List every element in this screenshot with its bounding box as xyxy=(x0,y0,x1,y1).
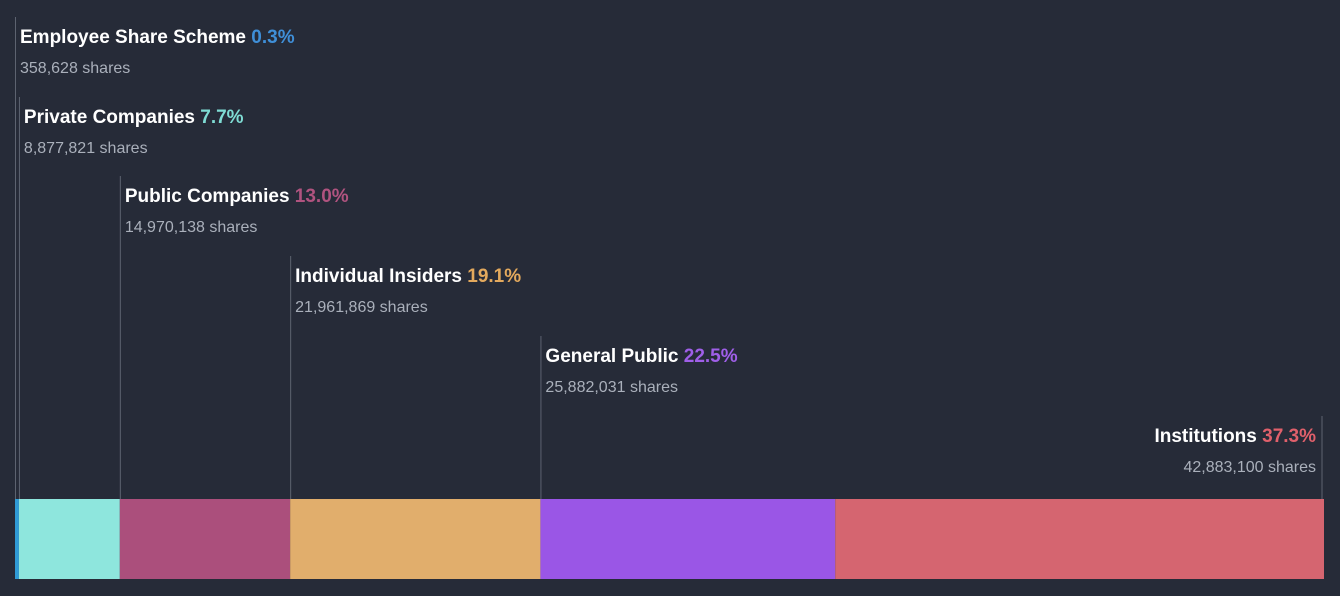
label-shares-general-public: 25,882,031 shares xyxy=(545,379,678,396)
label-title-individual-insiders: Individual Insiders 19.1% xyxy=(295,266,521,287)
label-percent-public-companies: 13.0% xyxy=(295,186,349,207)
label-name-public-companies: Public Companies xyxy=(125,186,295,207)
label-name-institutions: Institutions xyxy=(1154,426,1262,447)
bar-segment-employee-share-scheme xyxy=(15,499,19,579)
label-name-private-companies: Private Companies xyxy=(24,107,200,128)
label-shares-individual-insiders: 21,961,869 shares xyxy=(295,299,428,316)
label-percent-general-public: 22.5% xyxy=(684,346,738,367)
label-title-general-public: General Public 22.5% xyxy=(545,346,737,367)
bar-segment-individual-insiders xyxy=(290,499,541,579)
label-percent-employee-share-scheme: 0.3% xyxy=(251,27,294,48)
label-title-private-companies: Private Companies 7.7% xyxy=(24,107,244,128)
bar-segment-public-companies xyxy=(119,499,291,579)
label-shares-institutions: 42,883,100 shares xyxy=(1183,459,1316,476)
label-name-individual-insiders: Individual Insiders xyxy=(295,266,467,287)
label-name-employee-share-scheme: Employee Share Scheme xyxy=(20,27,251,48)
label-percent-private-companies: 7.7% xyxy=(200,107,243,128)
label-shares-employee-share-scheme: 358,628 shares xyxy=(20,60,130,77)
bar-segment-institutions xyxy=(835,499,1324,579)
label-shares-private-companies: 8,877,821 shares xyxy=(24,140,148,157)
label-title-public-companies: Public Companies 13.0% xyxy=(125,186,349,207)
bar-segment-private-companies xyxy=(18,499,120,579)
label-percent-institutions: 37.3% xyxy=(1262,426,1316,447)
label-name-general-public: General Public xyxy=(545,346,683,367)
label-title-employee-share-scheme: Employee Share Scheme 0.3% xyxy=(20,27,295,48)
bar-segment-general-public xyxy=(540,499,836,579)
label-title-institutions: Institutions 37.3% xyxy=(1154,426,1316,447)
label-shares-public-companies: 14,970,138 shares xyxy=(125,219,258,236)
label-percent-individual-insiders: 19.1% xyxy=(467,266,521,287)
